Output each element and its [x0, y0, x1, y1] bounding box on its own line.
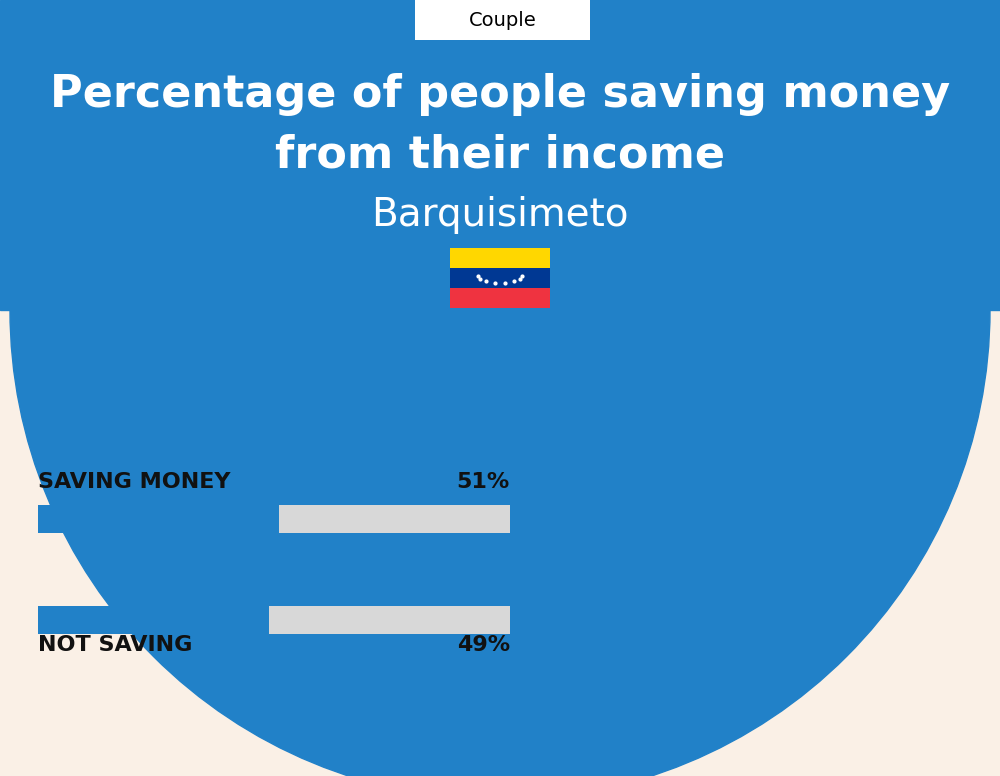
Bar — [38, 606, 510, 634]
Bar — [450, 248, 550, 268]
Bar — [38, 606, 269, 634]
Bar — [450, 268, 550, 288]
Text: Barquisimeto: Barquisimeto — [371, 196, 629, 234]
Text: Percentage of people saving money: Percentage of people saving money — [50, 74, 950, 116]
Text: from their income: from their income — [275, 133, 725, 176]
Bar — [0, 0, 1000, 310]
Text: SAVING MONEY: SAVING MONEY — [38, 472, 230, 492]
Bar — [38, 505, 510, 533]
Text: 51%: 51% — [457, 472, 510, 492]
Text: Couple: Couple — [469, 11, 536, 29]
Text: 49%: 49% — [457, 635, 510, 655]
Text: NOT SAVING: NOT SAVING — [38, 635, 192, 655]
Bar — [450, 288, 550, 308]
Bar — [415, 0, 590, 40]
Bar — [38, 505, 279, 533]
Circle shape — [10, 0, 990, 776]
